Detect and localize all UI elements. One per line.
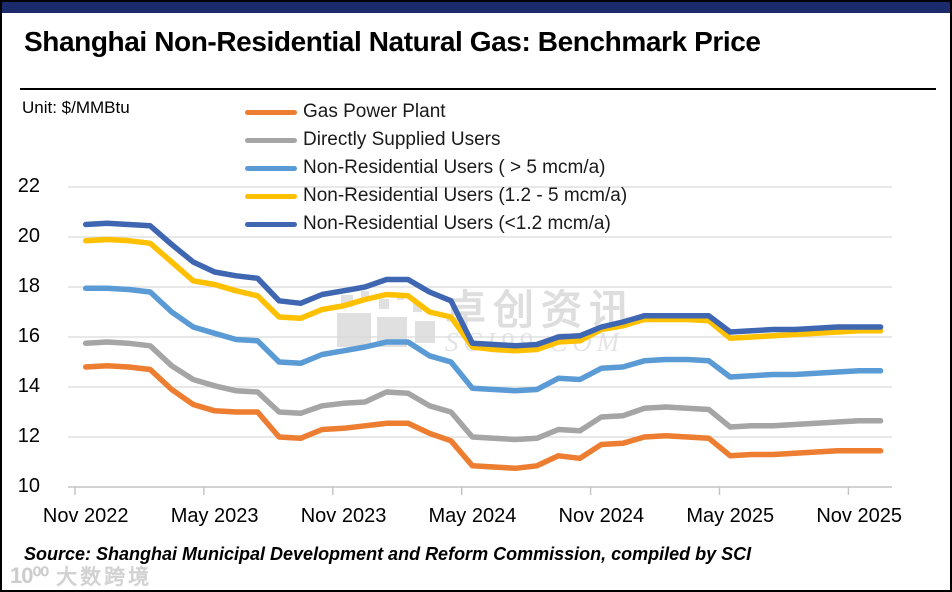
legend-swatch-yellow <box>245 193 297 199</box>
y-axis-label: 14 <box>17 375 40 397</box>
title-divider <box>20 88 936 90</box>
legend-label: Gas Power Plant <box>303 101 446 122</box>
unit-label: Unit: $/MMBtu <box>22 98 130 117</box>
x-axis-label: May 2025 <box>686 505 775 527</box>
bottomleft-watermark-icon: 10⁰⁰ <box>10 563 49 588</box>
y-axis-label: 12 <box>17 425 40 447</box>
legend-swatch-navy <box>245 221 297 227</box>
bottomleft-watermark-text: 大数跨境 <box>56 566 153 589</box>
y-axis-label: 18 <box>17 275 40 297</box>
y-axis-label: 16 <box>17 325 40 347</box>
watermark-cn-text: 卓创资讯 <box>445 287 637 333</box>
legend-label: Non-Residential Users (1.2 - 5 mcm/a) <box>303 185 628 206</box>
series-line-4 <box>82 220 884 349</box>
y-axis-label: 22 <box>17 175 40 197</box>
page-title: Shanghai Non-Residential Natural Gas: Be… <box>24 26 761 57</box>
legend-label: Non-Residential Users (<1.2 mcm/a) <box>303 213 611 234</box>
y-axis-label: 10 <box>17 475 40 497</box>
y-axis-label: 20 <box>17 225 40 247</box>
top-accent-bar <box>2 2 950 13</box>
legend-swatch-gray <box>245 137 297 143</box>
chart-legend: Gas Power Plant Directly Supplied Users … <box>245 98 627 238</box>
legend-label: Non-Residential Users ( > 5 mcm/a) <box>303 157 606 178</box>
legend-item-under-1p2mcm: Non-Residential Users (<1.2 mcm/a) <box>245 210 627 238</box>
legend-item-gas-power-plant: Gas Power Plant <box>245 98 627 126</box>
legend-item-over-5mcm: Non-Residential Users ( > 5 mcm/a) <box>245 154 627 182</box>
legend-swatch-lightblue <box>245 165 297 171</box>
legend-label: Directly Supplied Users <box>303 129 501 150</box>
x-axis-label: Nov 2023 <box>300 505 387 527</box>
legend-item-directly-supplied: Directly Supplied Users <box>245 126 627 154</box>
series-line-0 <box>82 363 884 472</box>
legend-swatch-orange <box>245 109 297 115</box>
series-line-3 <box>82 236 884 354</box>
source-note: Source: Shanghai Municipal Development a… <box>24 544 752 564</box>
x-axis-label: May 2023 <box>170 505 259 527</box>
series-line-2 <box>82 285 884 394</box>
x-axis-label: Nov 2022 <box>42 505 129 527</box>
x-axis-label: Nov 2025 <box>816 505 902 527</box>
x-axis-label: May 2024 <box>428 505 517 527</box>
bottomleft-watermark: 10⁰⁰ 大数跨境 <box>10 561 153 590</box>
series-line-1 <box>82 339 884 443</box>
x-axis-label: Nov 2024 <box>558 505 645 527</box>
legend-item-1p2-5mcm: Non-Residential Users (1.2 - 5 mcm/a) <box>245 182 627 210</box>
